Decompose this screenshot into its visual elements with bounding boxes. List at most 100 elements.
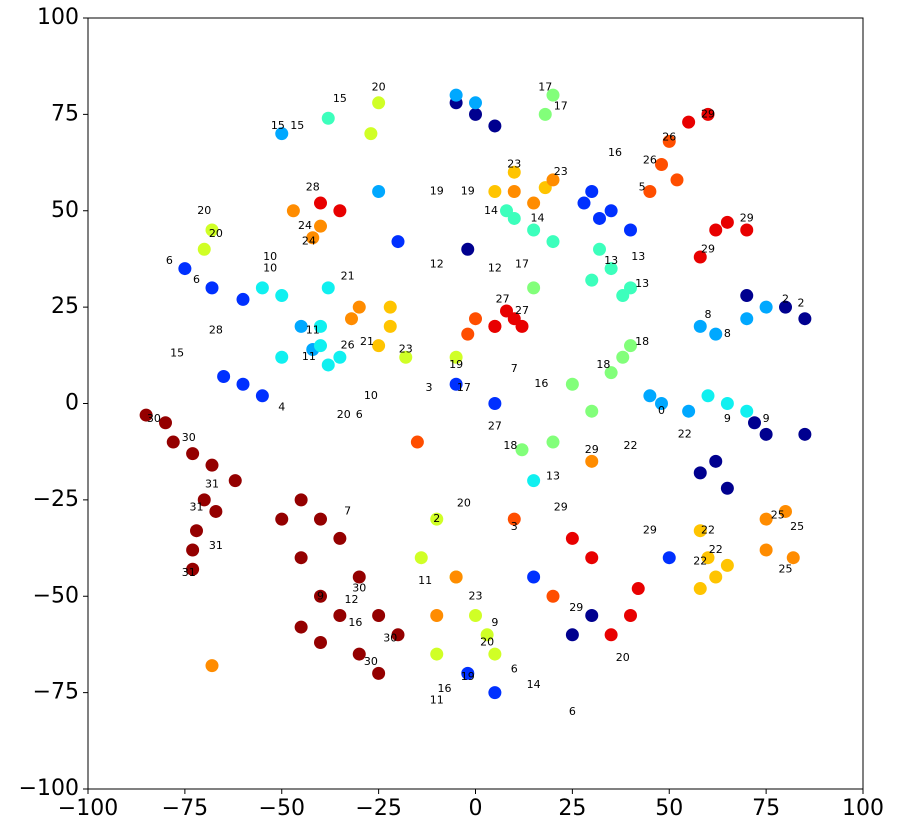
annotation: 30 <box>147 412 161 425</box>
point <box>507 512 521 526</box>
point <box>565 628 579 642</box>
point <box>585 609 599 623</box>
point <box>759 512 773 526</box>
point <box>469 312 482 326</box>
y-tick-label: −25 <box>33 487 79 512</box>
annotation: 21 <box>341 269 355 282</box>
point <box>488 686 502 700</box>
point <box>585 454 599 468</box>
point <box>352 570 366 584</box>
point <box>740 223 754 237</box>
annotation: 6 <box>569 705 576 718</box>
point <box>372 666 386 680</box>
point <box>593 242 606 256</box>
point <box>488 184 502 198</box>
point <box>593 211 606 225</box>
point <box>527 223 541 237</box>
point <box>372 96 386 110</box>
annotation: 11 <box>302 350 316 363</box>
point <box>779 300 792 314</box>
annotation: 20 <box>480 636 494 649</box>
point <box>449 350 463 364</box>
point <box>643 184 657 198</box>
point <box>294 493 308 507</box>
point <box>333 204 347 218</box>
annotation: 28 <box>209 323 223 336</box>
point <box>314 196 327 210</box>
annotation: 14 <box>531 211 545 224</box>
point <box>720 397 734 410</box>
annotation: 6 <box>166 254 173 267</box>
point <box>701 107 715 121</box>
point <box>507 165 521 179</box>
point <box>500 204 513 218</box>
annotation: 15 <box>271 119 285 132</box>
y-tick-label: 100 <box>37 5 79 30</box>
x-tick-label: 25 <box>558 796 586 821</box>
point <box>565 531 579 545</box>
point <box>693 466 707 480</box>
x-tick-label: −50 <box>259 796 305 821</box>
annotation: 17 <box>457 381 471 394</box>
point <box>693 250 707 264</box>
point <box>565 377 579 391</box>
annotation: 6 <box>193 273 200 286</box>
point <box>383 300 397 314</box>
point <box>693 524 707 538</box>
annotation: 9 <box>491 616 498 629</box>
point <box>662 551 676 565</box>
annotation: 18 <box>503 439 517 452</box>
annotation: 17 <box>554 100 568 113</box>
annotation: 13 <box>604 254 618 267</box>
annotation: 30 <box>352 582 366 595</box>
point <box>480 628 494 642</box>
point <box>488 647 502 661</box>
annotation: 23 <box>554 165 568 178</box>
point <box>294 551 308 565</box>
point <box>488 397 502 410</box>
point <box>205 223 219 237</box>
point <box>414 551 428 565</box>
point <box>275 512 289 526</box>
annotation: 30 <box>364 655 378 668</box>
annotation: 29 <box>585 443 599 456</box>
annotation: 18 <box>596 358 610 371</box>
point <box>500 304 513 318</box>
annotation: 13 <box>631 250 645 263</box>
annotation: 18 <box>635 335 649 348</box>
annotation: 2 <box>798 296 805 309</box>
annotation: 4 <box>278 400 285 413</box>
annotation: 29 <box>554 501 568 514</box>
annotation: 20 <box>337 408 351 421</box>
annotation: 22 <box>693 555 707 568</box>
point <box>740 312 754 326</box>
y-tick-label: −50 <box>33 583 79 608</box>
point <box>682 404 696 418</box>
point <box>391 235 405 249</box>
point <box>461 327 475 341</box>
annotation: 9 <box>317 589 324 602</box>
point <box>585 273 599 287</box>
point <box>372 609 386 623</box>
annotation: 29 <box>701 107 715 120</box>
annotation: 26 <box>341 339 355 352</box>
point <box>786 551 800 565</box>
annotation: 22 <box>624 439 638 452</box>
y-tick-label: 50 <box>51 198 79 223</box>
point <box>546 589 560 603</box>
point <box>159 416 172 430</box>
point <box>372 339 386 353</box>
point <box>693 319 707 333</box>
point <box>759 300 773 314</box>
point <box>655 397 668 410</box>
point <box>166 435 180 449</box>
annotation: 19 <box>449 358 463 371</box>
point <box>190 524 203 538</box>
annotation: 20 <box>616 651 630 664</box>
annotation: 27 <box>515 304 529 317</box>
annotation: 7 <box>344 504 351 517</box>
x-tick-label: 75 <box>752 796 780 821</box>
point <box>527 196 541 210</box>
point <box>748 416 761 430</box>
